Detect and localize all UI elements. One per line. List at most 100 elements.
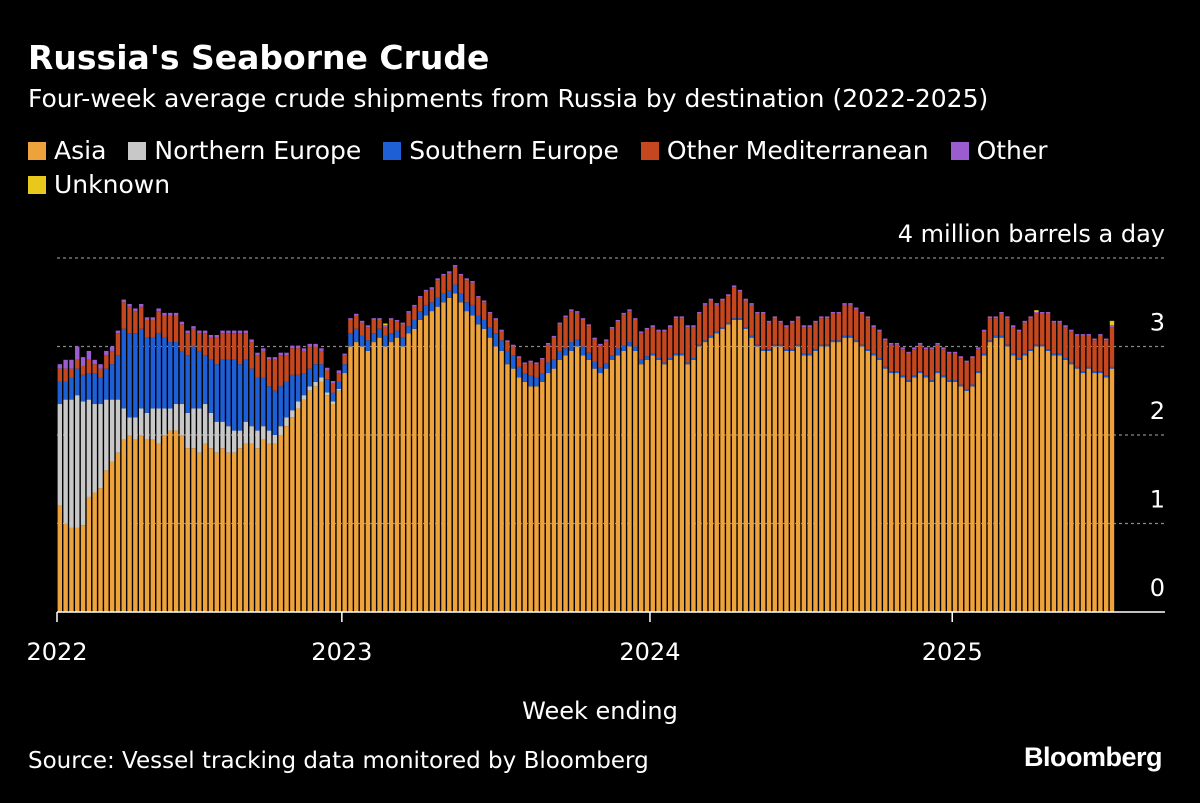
bar-segment <box>795 318 801 345</box>
bar-segment <box>1016 329 1022 332</box>
bar-segment <box>888 373 894 612</box>
bar-segment <box>813 322 818 350</box>
bar-segment <box>621 345 626 351</box>
bar-segment <box>807 355 812 612</box>
bar-segment <box>179 324 185 351</box>
bar-segment <box>534 386 539 612</box>
bar-segment <box>464 311 469 612</box>
bar-segment <box>458 275 464 294</box>
bar-segment <box>197 333 202 351</box>
bar-segment <box>144 337 150 413</box>
bar-segment <box>923 375 929 378</box>
bar-segment <box>80 401 86 526</box>
bar-segment <box>452 266 458 285</box>
bar-segment <box>301 348 307 351</box>
bar-segment <box>423 291 429 305</box>
bar-segment <box>237 448 243 612</box>
bar-segment <box>760 311 766 314</box>
bar-segment <box>354 313 359 316</box>
bar-segment <box>929 347 934 350</box>
bar-segment <box>231 333 237 360</box>
bar-segment <box>1080 373 1086 612</box>
bar-segment <box>511 355 516 369</box>
bar-segment <box>580 355 586 612</box>
bar-segment <box>98 377 103 405</box>
bar-segment <box>505 350 510 365</box>
bar-segment <box>295 374 301 402</box>
bar-segment <box>1080 371 1086 374</box>
bar-segment <box>348 333 353 347</box>
bar-segment <box>138 304 144 307</box>
bar-segment <box>737 291 743 319</box>
bar-segment <box>144 439 150 612</box>
bar-segment <box>406 312 411 327</box>
bar-segment <box>115 452 121 612</box>
bar-segment <box>359 320 365 323</box>
bar-segment <box>540 381 545 612</box>
bar-segment <box>580 318 586 320</box>
bar-segment <box>1057 320 1062 323</box>
bar-segment <box>638 359 644 365</box>
bar-segment <box>1069 329 1074 332</box>
bar-segment <box>249 342 254 369</box>
y-tick-label: 3 <box>1150 309 1165 337</box>
bar-segment <box>231 330 237 334</box>
bar-segment <box>830 342 836 612</box>
bar-segment <box>929 349 934 381</box>
bar-segment <box>493 333 499 347</box>
bar-segment <box>888 371 894 374</box>
bar-segment <box>1005 346 1010 612</box>
bar-segment <box>883 338 888 341</box>
bar-segment <box>947 353 952 381</box>
source-note: Source: Vessel tracking data monitored b… <box>28 748 649 774</box>
bar-segment <box>418 319 423 612</box>
bar-segment <box>1098 335 1103 372</box>
bar-segment <box>173 342 179 405</box>
bar-segment <box>1045 311 1051 314</box>
bar-segment <box>412 304 417 307</box>
bar-segment <box>295 348 301 375</box>
bar-segment <box>627 346 632 612</box>
bar-segment <box>1040 344 1045 347</box>
bar-segment <box>697 313 702 345</box>
bar-segment <box>202 404 208 444</box>
bar-segment <box>836 342 841 612</box>
bar-segment <box>266 357 272 360</box>
bar-segment <box>952 380 958 382</box>
bar-segment <box>185 330 190 334</box>
bar-segment <box>325 392 330 396</box>
bar-segment <box>301 395 307 400</box>
bar-segment <box>319 364 324 378</box>
legend-item: Northern Europe <box>128 136 361 166</box>
legend: Asia Northern Europe Southern Europe Other … <box>28 136 1168 200</box>
bar-segment <box>243 443 249 612</box>
bar-segment <box>255 355 260 378</box>
bar-segment <box>429 311 435 612</box>
bar-segment <box>371 318 376 320</box>
bar-segment <box>540 373 545 382</box>
bar-segment <box>964 390 969 612</box>
bar-segment <box>900 349 905 376</box>
bar-segment <box>168 312 173 316</box>
bar-segment <box>912 377 917 612</box>
bar-segment <box>127 304 132 307</box>
bar-segment <box>354 342 359 612</box>
bar-segment <box>854 340 859 343</box>
bar-segment <box>220 421 225 449</box>
bar-segment <box>941 349 946 376</box>
bar-segment <box>75 359 80 369</box>
bar-segment <box>691 325 696 328</box>
bar-segment <box>80 365 86 375</box>
bar-segment <box>1051 353 1057 356</box>
bar-segment <box>226 452 231 612</box>
bar-segment <box>598 367 603 374</box>
bar-segment <box>522 381 528 612</box>
bar-segment <box>92 364 97 374</box>
bar-segment <box>586 359 592 612</box>
bar-segment <box>75 346 80 360</box>
bar-segment <box>284 355 289 382</box>
bar-segment <box>336 370 342 374</box>
bar-segment <box>598 373 603 612</box>
bar-segment <box>237 364 243 431</box>
